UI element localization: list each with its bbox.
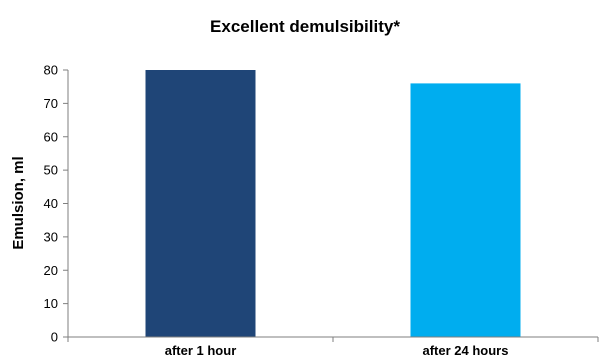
y-tick-label-40: 40 [44,196,58,211]
bar-2 [410,83,521,338]
y-tick-label-60: 60 [44,129,58,144]
y-tick-label-80: 80 [44,63,58,78]
y-tick-label-20: 20 [44,263,58,278]
bar-1 [145,70,256,337]
y-tick-label-10: 10 [44,296,58,311]
y-axis-label: Emulsion, ml [10,156,27,249]
y-tick-label-50: 50 [44,163,58,178]
y-tick-label-0: 0 [51,330,58,345]
chart-title: Excellent demulsibility* [210,17,400,36]
y-tick-label-30: 30 [44,229,58,244]
y-tick-label-70: 70 [44,96,58,111]
plot-area: 0 10 20 30 40 50 60 70 80 after 1 hour after 24 ho… [44,63,599,358]
x-tick-label-1: after 1 hour [165,343,237,358]
x-tick-label-2: after 24 hours [423,343,509,358]
